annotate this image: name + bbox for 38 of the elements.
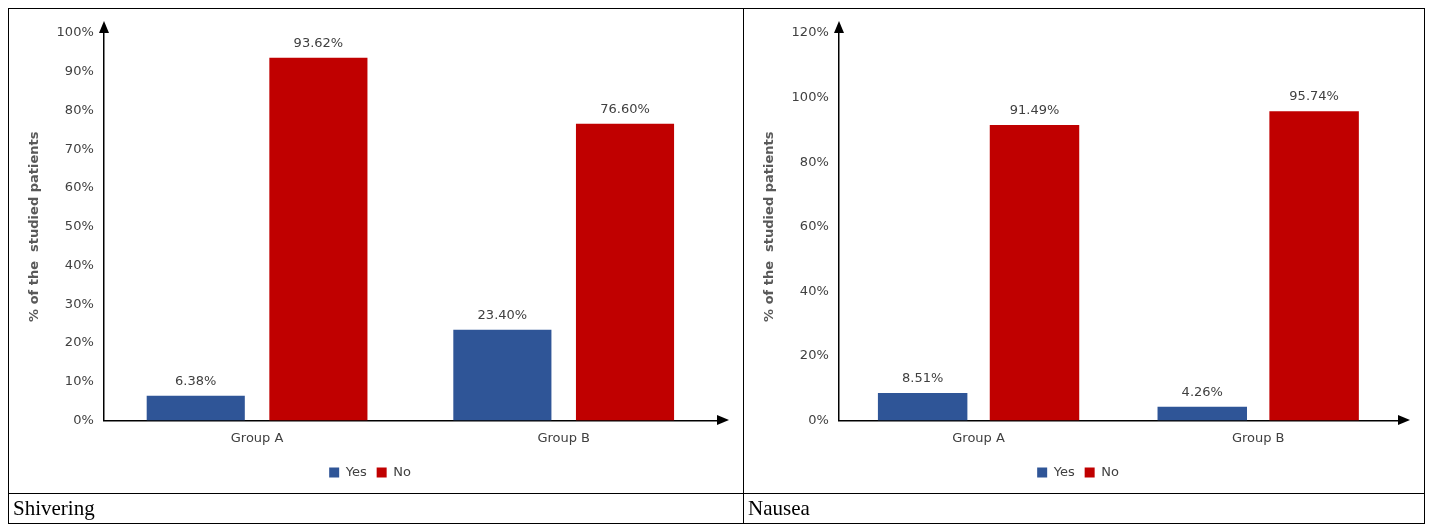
y-axis-title: % of the studied patients [26, 131, 42, 322]
x-tick-label: Group A [952, 429, 1005, 445]
x-tick-label: Group B [537, 429, 591, 445]
y-tick-label: 90% [64, 63, 94, 79]
legend-label: Yes [344, 463, 367, 479]
y-tick-label: 40% [799, 282, 829, 298]
text: Nausea [747, 495, 811, 522]
text: Shivering [12, 495, 96, 522]
y-tick-label: 70% [64, 140, 94, 156]
y-tick-label: 60% [64, 179, 94, 195]
data-label: 95.74% [1289, 88, 1339, 104]
data-label: 8.51% [901, 369, 944, 385]
data-label: 91.49% [1009, 101, 1060, 117]
y-tick-label: 0% [73, 411, 94, 427]
data-label: 93.62% [293, 34, 344, 50]
data-label: 76.60% [600, 100, 650, 116]
x-tick-label: Group B [1231, 429, 1285, 445]
data-label: 23.40% [477, 306, 528, 322]
x-tick-label: Group A [230, 429, 284, 445]
y-tick-label: 20% [799, 347, 829, 363]
y-tick-label: 120% [791, 24, 829, 40]
y-tick-label: 20% [64, 334, 94, 350]
y-tick-label: 10% [64, 373, 94, 389]
data-label: 6.38% [175, 372, 217, 388]
y-tick-label: 80% [799, 153, 829, 169]
legend-label: No [1101, 463, 1119, 479]
y-tick-label: 80% [64, 101, 94, 117]
data-label: 4.26% [1181, 383, 1223, 399]
y-tick-label: 50% [64, 218, 94, 234]
y-tick-label: 100% [791, 88, 829, 104]
y-axis-title: % of the studied patients [761, 131, 777, 322]
y-tick-label: 40% [64, 256, 94, 272]
legend-label: Yes [1052, 463, 1075, 479]
y-tick-label: 60% [799, 218, 829, 234]
y-tick-label: 100% [56, 24, 94, 40]
y-tick-label: 30% [64, 295, 94, 311]
y-tick-label: 0% [808, 411, 829, 427]
legend-label: No [393, 463, 411, 479]
